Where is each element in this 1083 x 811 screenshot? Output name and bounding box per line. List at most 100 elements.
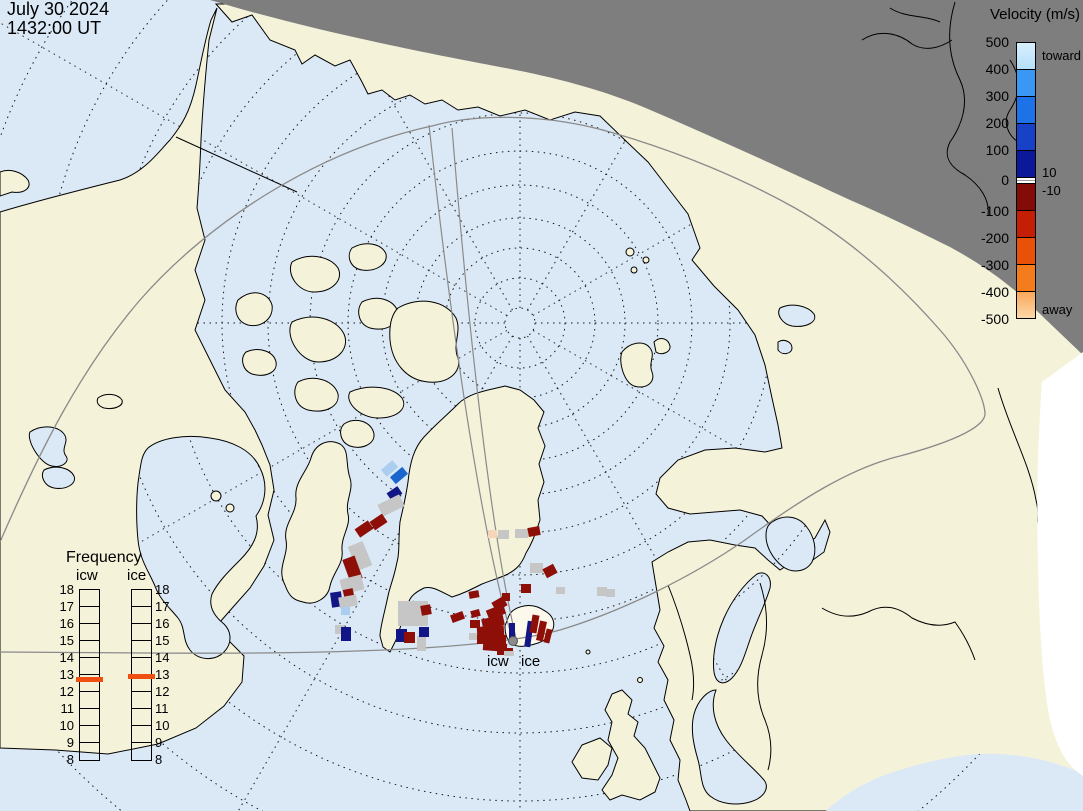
- frequency-cell: [80, 658, 99, 675]
- echo-cell-darkred: [521, 584, 531, 593]
- frequency-tick-left: 18: [59, 582, 74, 597]
- frequency-cell: [132, 607, 151, 624]
- echo-cell-darkred: [476, 625, 505, 637]
- velocity-tick: 300: [985, 88, 1009, 104]
- velocity-tick: 100: [985, 142, 1009, 158]
- island: [210, 490, 222, 502]
- island: [653, 338, 671, 355]
- velocity-cell-toward: [1017, 151, 1035, 178]
- frequency-cell: [80, 743, 99, 759]
- landmass-greenland: [379, 385, 546, 653]
- frequency-cell: [132, 743, 151, 759]
- echo-cell-darkred: [543, 628, 553, 644]
- echo-cell-darkred: [470, 608, 481, 619]
- frequency-column-label-icw: icw: [76, 567, 98, 584]
- echo-cell-darkred: [420, 604, 432, 616]
- radar-beam-lines: [428, 124, 517, 639]
- velocity-tick: -500: [980, 311, 1009, 327]
- timestamp-time: 1432:00 UT: [7, 18, 102, 38]
- lakes-group: [28, 304, 816, 489]
- velocity-tick: 0: [1001, 172, 1009, 188]
- frequency-tick-right: 15: [155, 633, 170, 648]
- velocity-tick: -400: [980, 284, 1009, 300]
- frequency-marker-icw: [76, 677, 103, 683]
- island-baffin: [281, 441, 352, 604]
- velocity-cell-toward: [1017, 124, 1035, 151]
- frequency-tick-left: 10: [59, 718, 74, 733]
- radar-sites: icw ice: [487, 636, 540, 670]
- frequency-legend-title: Frequency: [66, 549, 142, 566]
- frequency-tick-right: 13: [155, 667, 170, 682]
- frequency-tick-left: 15: [59, 633, 74, 648]
- echo-cell-darkred: [527, 526, 541, 537]
- island: [637, 677, 643, 683]
- echo-cell-gray: [515, 529, 528, 538]
- echo-cell-darkred: [450, 611, 465, 623]
- island-devon: [348, 386, 405, 419]
- echo-cell-navy: [509, 623, 515, 643]
- velocity-cell-away: [1017, 238, 1035, 265]
- frequency-tick-left: 9: [66, 735, 74, 750]
- frequency-cell: [132, 624, 151, 641]
- island: [294, 378, 339, 412]
- echo-cell-navy: [396, 629, 407, 642]
- frequency-cell: [132, 692, 151, 709]
- velocity-tick: 200: [985, 115, 1009, 131]
- island: [348, 243, 387, 271]
- echo-cell-darkred: [404, 632, 415, 643]
- velocity-cell-away: [1017, 211, 1035, 238]
- echo-cell-darkred: [542, 563, 558, 579]
- echo-cell-peach: [488, 530, 497, 538]
- velocity-tick: 400: [985, 61, 1009, 77]
- frequency-tick-right: 11: [155, 701, 169, 716]
- island-ellesmere: [389, 300, 460, 383]
- echo-cell-gray: [347, 540, 373, 572]
- island-ireland: [571, 737, 613, 781]
- frequency-tick-left: 16: [59, 616, 74, 631]
- echo-cell-gray: [498, 530, 509, 539]
- velocity-tick: -100: [980, 203, 1009, 219]
- map-boundary-wedge: [1037, 352, 1083, 776]
- island-svalbard: [620, 342, 654, 388]
- velocity-toward-label: toward: [1042, 48, 1082, 63]
- frequency-cell: [132, 590, 151, 607]
- velocity-cell-toward: [1017, 43, 1035, 70]
- frequency-cell: [80, 726, 99, 743]
- echo-cell-gray: [338, 594, 358, 609]
- frequency-tick-right: 17: [155, 599, 170, 614]
- echo-cell-gray: [335, 625, 344, 634]
- frequency-cell: [132, 658, 151, 675]
- echo-cell-navy: [386, 486, 403, 501]
- frequency-tick-right: 10: [155, 718, 170, 733]
- velocity-colorbar: [1016, 42, 1036, 319]
- frequency-bar-icw: [79, 589, 100, 761]
- borders-group: [175, 136, 1039, 771]
- island: [585, 649, 591, 655]
- frequency-tick-right: 8: [155, 752, 163, 767]
- island: [642, 256, 650, 264]
- timestamp: July 30 2024 1432:00 UT: [7, 0, 109, 38]
- velocity-tick: -300: [980, 257, 1009, 273]
- frequency-cell: [132, 726, 151, 743]
- island: [625, 247, 635, 257]
- frequency-tick-left: 13: [59, 667, 74, 682]
- velocity-pos-threshold: 10: [1042, 165, 1057, 180]
- echo-cell-gray: [504, 651, 514, 656]
- echo-cell-darkred: [369, 513, 388, 531]
- frequency-cell: [80, 675, 99, 692]
- velocity-cell-toward: [1017, 97, 1035, 124]
- frequency-tick-left: 17: [59, 599, 74, 614]
- echo-cell-darkred: [477, 635, 506, 644]
- echo-cell-gray: [469, 633, 478, 640]
- echo-cell-darkred: [470, 620, 480, 628]
- frequency-tick-left: 12: [59, 684, 74, 699]
- timestamp-date: July 30 2024: [7, 0, 110, 19]
- island: [290, 255, 340, 293]
- frequency-tick-left: 8: [66, 752, 74, 767]
- velocity-cell-away: [1017, 265, 1035, 292]
- echo-cell-gray: [417, 636, 426, 651]
- island: [0, 169, 30, 197]
- radar-site-label: ice: [521, 653, 540, 670]
